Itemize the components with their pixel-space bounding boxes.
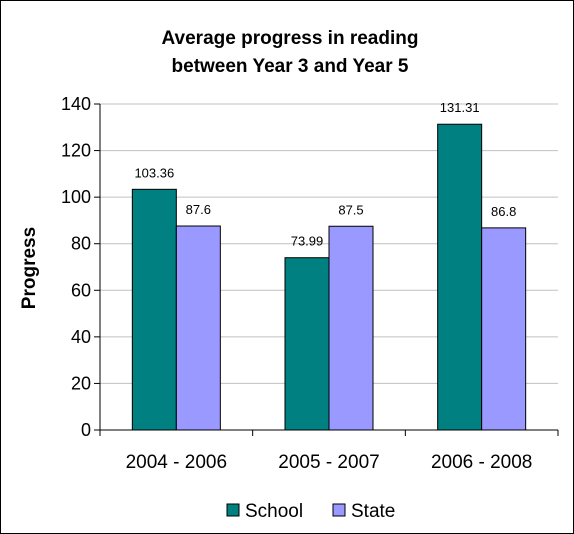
x-tick-label: 2005 - 2007 — [278, 452, 379, 473]
legend-label-state: State — [351, 501, 395, 522]
bar-state-2 — [481, 227, 527, 431]
legend: School State — [226, 501, 395, 522]
bar-state-1 — [328, 225, 374, 431]
data-labels: 103.36 73.99 131.31 87.6 87.5 86.8 — [134, 100, 516, 248]
y-axis-label: Progress — [19, 227, 40, 309]
bars — [131, 123, 527, 431]
bar-state-0 — [175, 225, 221, 431]
y-tick-label: 0 — [81, 420, 91, 440]
legend-swatch-state — [332, 503, 346, 517]
data-label-state-2: 86.8 — [491, 204, 516, 219]
data-label-school-0: 103.36 — [134, 165, 174, 180]
y-tick-labels: 0 20 40 60 80 100 120 140 — [61, 94, 91, 440]
bar-school-2 — [437, 123, 483, 431]
y-tick-label: 40 — [71, 327, 91, 347]
legend-label-school: School — [245, 501, 303, 522]
y-tick-label: 120 — [61, 141, 91, 161]
data-label-school-2: 131.31 — [440, 100, 480, 115]
x-tick-label: 2006 - 2008 — [431, 452, 532, 473]
category-labels: 2004 - 2006 2005 - 2007 2006 - 2008 — [126, 452, 533, 473]
data-label-state-1: 87.5 — [338, 202, 363, 217]
y-tick-label: 80 — [71, 234, 91, 254]
y-tick-label: 20 — [71, 373, 91, 393]
bar-school-0 — [131, 188, 177, 431]
x-tick-label: 2004 - 2006 — [126, 452, 227, 473]
y-tick-label: 140 — [61, 94, 91, 114]
chart-title-line-1: Average progress in reading — [162, 28, 419, 49]
y-tick-label: 100 — [61, 187, 91, 207]
data-label-state-0: 87.6 — [186, 202, 211, 217]
legend-swatch-school — [226, 503, 240, 517]
chart-title-line-2: between Year 3 and Year 5 — [172, 56, 409, 77]
y-tick-label: 60 — [71, 280, 91, 300]
bar-school-1 — [284, 257, 330, 431]
data-label-school-1: 73.99 — [291, 234, 324, 249]
axes — [94, 103, 559, 436]
